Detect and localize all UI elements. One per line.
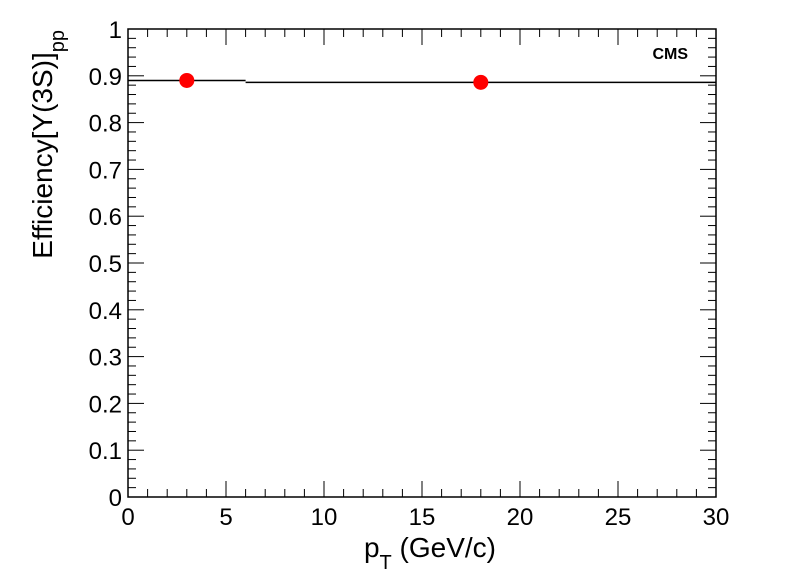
data-point [179,72,195,88]
y-tick-label: 0.7 [89,157,122,184]
y-tick-label: 0.3 [89,345,122,372]
data-point [473,74,489,90]
x-axis-title-main: p [364,532,380,563]
y-tick-label: 0 [109,485,122,512]
y-tick-label: 0.4 [89,298,122,325]
y-axis-title-main: Efficiency[Υ(3S)] [27,52,58,258]
x-tick-labels: 0 5 10 15 20 25 30 [121,504,729,531]
y-tick-label: 0.6 [89,204,122,231]
y-tick-label: 0.5 [89,251,122,278]
x-tick-label: 25 [605,504,632,531]
y-tick-label: 1 [109,17,122,44]
cms-label: CMS [652,46,688,63]
y-tick-label: 0.1 [89,438,122,465]
y-tick-label: 0.9 [89,64,122,91]
x-tick-label: 15 [409,504,436,531]
x-axis-title: pT (GeV/c) [364,532,496,572]
axis-ticks [127,28,717,498]
y-axis-title-sub: pp [47,30,69,52]
x-axis-title-rest: (GeV/c) [392,532,496,563]
plot-frame [127,28,717,498]
x-axis-title-sub: T [380,552,392,572]
y-tick-labels: 0 0.1 0.2 0.3 0.4 0.5 0.6 0.7 0.8 0.9 1 [89,17,122,512]
y-axis-title: Efficiency[Υ(3S)]pp [27,30,69,259]
x-tick-label: 30 [703,504,730,531]
x-tick-label: 5 [219,504,232,531]
x-tick-label: 0 [121,504,134,531]
x-tick-label: 10 [311,504,338,531]
x-tick-label: 20 [507,504,534,531]
y-tick-label: 0.2 [89,391,122,418]
data-points [128,72,716,90]
y-tick-label: 0.8 [89,111,122,138]
